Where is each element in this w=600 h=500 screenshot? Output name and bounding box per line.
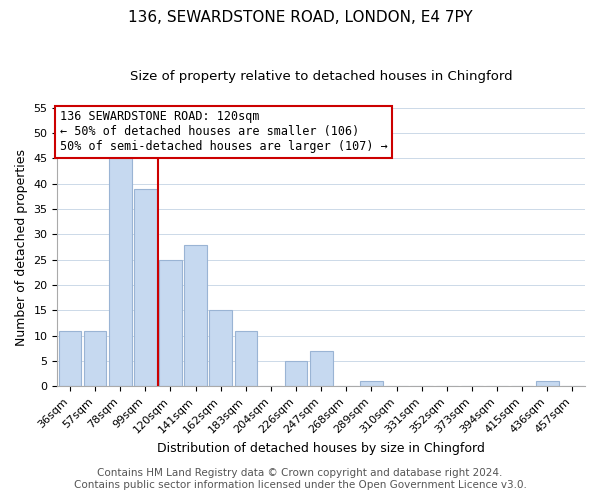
Bar [285, 361, 307, 386]
Bar [310, 351, 332, 386]
Text: 136 SEWARDSTONE ROAD: 120sqm
← 50% of detached houses are smaller (106)
50% of s: 136 SEWARDSTONE ROAD: 120sqm ← 50% of de… [60, 110, 388, 154]
Text: Contains HM Land Registry data © Crown copyright and database right 2024.
Contai: Contains HM Land Registry data © Crown c… [74, 468, 526, 490]
Title: Size of property relative to detached houses in Chingford: Size of property relative to detached ho… [130, 70, 512, 83]
X-axis label: Distribution of detached houses by size in Chingford: Distribution of detached houses by size … [157, 442, 485, 455]
Bar [235, 330, 257, 386]
Bar [184, 244, 207, 386]
Bar [84, 330, 106, 386]
Bar [134, 189, 157, 386]
Bar [209, 310, 232, 386]
Bar [109, 158, 131, 386]
Y-axis label: Number of detached properties: Number of detached properties [15, 148, 28, 346]
Bar [159, 260, 182, 386]
Bar [59, 330, 81, 386]
Bar [536, 382, 559, 386]
Bar [360, 382, 383, 386]
Text: 136, SEWARDSTONE ROAD, LONDON, E4 7PY: 136, SEWARDSTONE ROAD, LONDON, E4 7PY [128, 10, 472, 25]
